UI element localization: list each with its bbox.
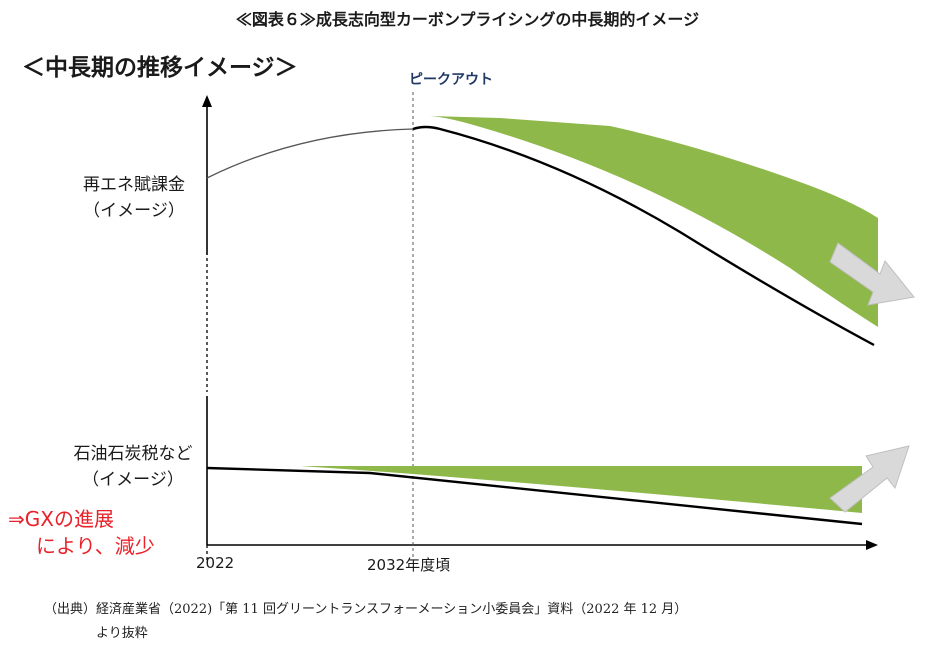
lower-panel-label: 石油石炭税など （イメージ） [58, 441, 208, 493]
gx-note: ⇒GXの進展 により、減少 [8, 506, 155, 560]
lower-label-line1: 石油石炭税など [73, 444, 193, 464]
gx-note-line2: により、減少 [36, 534, 155, 558]
upper-label-line2: （イメージ） [83, 201, 185, 221]
source-line2: より抜粋 [96, 626, 148, 641]
upper-decrease-arrow [829, 242, 915, 306]
x-tick-2032: 2032年度頃 [367, 556, 451, 574]
lower-label-line2: （イメージ） [82, 470, 184, 490]
x-axis-arrowhead [866, 540, 878, 550]
upper-curve [412, 125, 875, 347]
gx-note-line1: ⇒GXの進展 [8, 507, 114, 531]
upper-reduction-band [430, 116, 878, 327]
lower-reduction-band [300, 466, 862, 513]
upper-label-line1: 再エネ賦課金 [83, 175, 185, 195]
x-tick-2022: 2022 [196, 554, 235, 572]
upper-y-axis-arrowhead [202, 95, 212, 107]
peak-out-label: ピークアウト [409, 72, 493, 88]
section-subtitle: ＜中長期の推移イメージ＞ [22, 55, 298, 81]
upper-curve-pre-peak [206, 128, 414, 179]
figure-title: ≪図表６≫成長志向型カーボンプライシングの中長期的イメージ [235, 10, 700, 29]
source-line1: （出典）経済産業省（2022)「第 11 回グリーントランスフォーメーション小委… [44, 602, 688, 617]
lower-increase-arrow [829, 445, 910, 513]
lower-curve [206, 466, 863, 526]
upper-panel-label: 再エネ賦課金 （イメージ） [64, 172, 204, 224]
